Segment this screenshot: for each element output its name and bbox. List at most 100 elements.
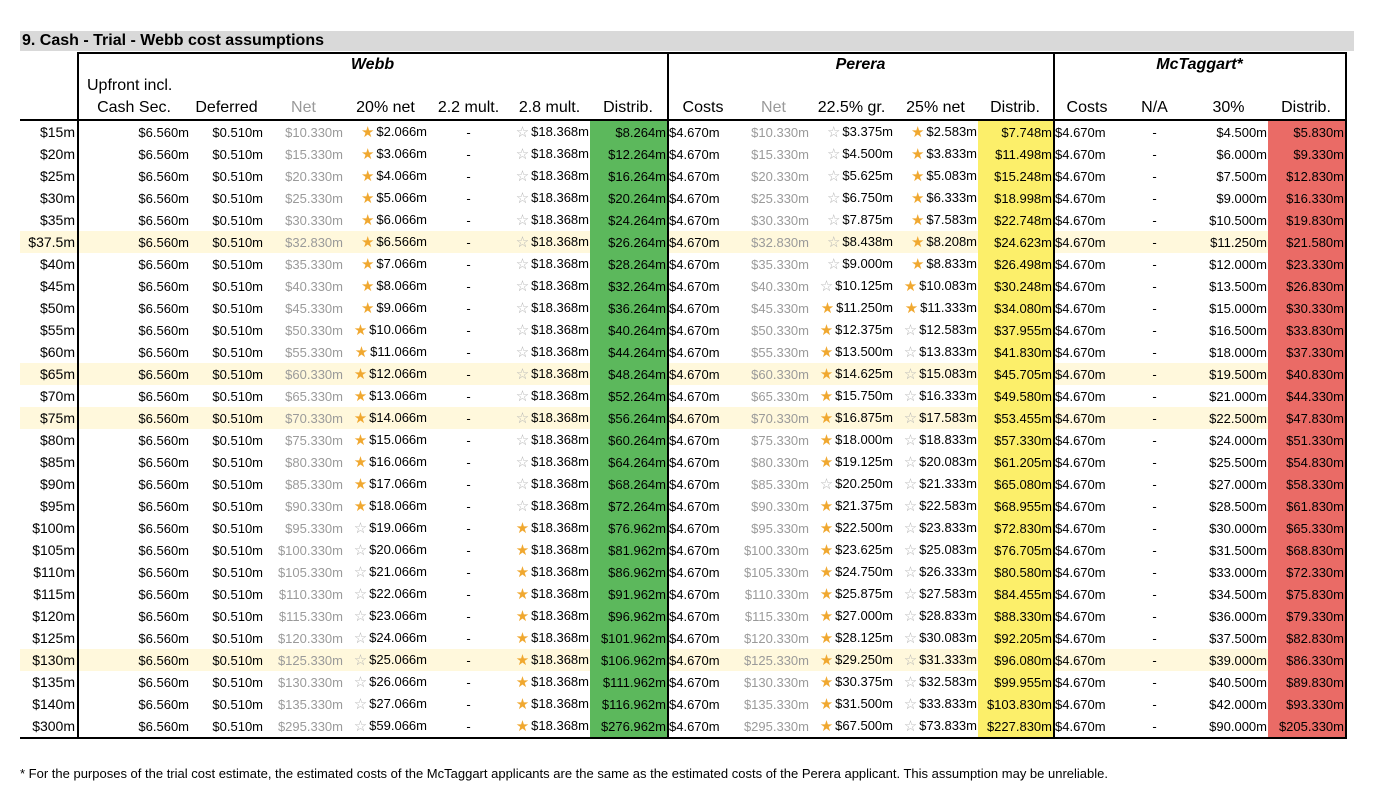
star-outline-icon: ☆ <box>903 498 918 515</box>
mult28-cell-value: $18.368m <box>531 520 589 535</box>
star-filled-icon: ★ <box>353 388 368 405</box>
mctaggart-distrib-cell: $89.830m <box>1268 671 1347 693</box>
perera-net25-cell: ☆ $25.083m <box>894 539 978 561</box>
cash-sec-cell: $6.560m <box>77 451 190 473</box>
webb-distrib-cell: $16.264m <box>590 165 669 187</box>
mctaggart-na-cell: - <box>1152 432 1157 448</box>
star-filled-icon: ★ <box>515 696 530 713</box>
mctaggart-distrib-cell: $205.330m <box>1268 715 1347 739</box>
perera-gr-cell-value: $25.875m <box>835 586 893 601</box>
header-deferred: Deferred <box>190 96 264 121</box>
perera-distrib-cell: $24.623m <box>978 231 1055 253</box>
perera-net-cell: $65.330m <box>751 388 809 404</box>
webb-distrib-cell: $36.264m <box>590 297 669 319</box>
star-outline-icon: ☆ <box>903 454 918 471</box>
deferred-cell: $0.510m <box>212 300 263 316</box>
perera-net25-cell-value: $28.833m <box>919 608 977 623</box>
group-header-perera: Perera <box>668 52 1055 75</box>
perera-costs-cell: $4.670m <box>669 454 720 470</box>
mctaggart-30-cell: $9.000m <box>1216 190 1267 206</box>
star-outline-icon: ☆ <box>515 454 530 471</box>
table-row: $35m $6.560m $0.510m $30.330m ★ $6.066m - ☆ $18.… <box>20 209 1347 231</box>
webb-distrib-cell: $116.962m <box>590 693 669 715</box>
perera-gr-cell: ☆ $4.500m <box>810 143 894 165</box>
star-filled-icon: ★ <box>819 652 834 669</box>
mctaggart-costs-cell: $4.670m <box>1055 630 1106 646</box>
star-filled-icon: ★ <box>819 388 834 405</box>
perera-costs-cell: $4.670m <box>669 674 720 690</box>
perera-net-cell: $130.330m <box>743 674 809 690</box>
cash-sec-cell: $6.560m <box>77 671 190 693</box>
mctaggart-distrib-cell: $23.330m <box>1268 253 1347 275</box>
net20-cell: ☆ $21.066m <box>344 561 428 583</box>
perera-costs-cell: $4.670m <box>668 407 738 429</box>
mctaggart-30-cell: $19.500m <box>1190 363 1268 385</box>
mctaggart-30-cell: $37.500m <box>1209 630 1267 646</box>
mctaggart-costs-cell: $4.670m <box>1055 344 1106 360</box>
mctaggart-30-cell: $13.500m <box>1209 278 1267 294</box>
mctaggart-30-cell: $11.250m <box>1190 231 1268 253</box>
star-filled-icon: ★ <box>819 564 834 581</box>
row-label: $15m <box>39 124 75 140</box>
mult28-cell-value: $18.368m <box>531 256 589 271</box>
mult28-cell-value: $18.368m <box>531 476 589 491</box>
mult28-cell: ☆ $18.368m <box>510 429 590 451</box>
perera-gr-cell-value: $16.875m <box>835 410 893 425</box>
net-cell: $50.330m <box>285 322 343 338</box>
perera-net25-cell-value: $10.083m <box>919 278 977 293</box>
cash-sec-cell: $6.560m <box>77 561 190 583</box>
mult28-cell-value: $18.368m <box>531 564 589 579</box>
star-filled-icon: ★ <box>360 234 375 251</box>
net20-cell-value: $2.066m <box>376 124 427 139</box>
star-outline-icon: ☆ <box>826 234 841 251</box>
mult28-cell: ★ $18.368m <box>510 693 590 715</box>
row-label: $40m <box>39 256 75 272</box>
star-outline-icon: ☆ <box>515 278 530 295</box>
deferred-cell: $0.510m <box>212 278 263 294</box>
mult28-cell: ☆ $18.368m <box>510 473 590 495</box>
perera-distrib-cell: $96.080m <box>978 649 1055 671</box>
mult22-cell: - <box>466 520 471 536</box>
mult22-cell: - <box>466 476 471 492</box>
perera-gr-cell-value: $22.500m <box>835 520 893 535</box>
row-label: $37.5m <box>20 231 78 253</box>
net20-cell-value: $6.566m <box>376 234 427 249</box>
deferred-cell: $0.510m <box>212 388 263 404</box>
star-outline-icon: ☆ <box>353 718 368 735</box>
deferred-cell: $0.510m <box>212 674 263 690</box>
net20-cell-value: $25.066m <box>369 652 427 667</box>
perera-distrib-cell: $99.955m <box>978 671 1055 693</box>
mult22-cell: - <box>466 542 471 558</box>
perera-net25-cell-value: $21.333m <box>919 476 977 491</box>
webb-distrib-cell: $72.264m <box>590 495 669 517</box>
deferred-cell: $0.510m <box>190 649 264 671</box>
header-25-net: 25% net <box>894 96 978 121</box>
perera-gr-cell: ★ $15.750m <box>810 385 894 407</box>
perera-net25-cell: ★ $8.833m <box>894 253 978 275</box>
star-filled-icon: ★ <box>819 586 834 603</box>
star-filled-icon: ★ <box>819 608 834 625</box>
cash-sec-cell: $6.560m <box>77 407 190 429</box>
mctaggart-costs-cell: $4.670m <box>1055 300 1106 316</box>
perera-gr-cell: ★ $28.125m <box>810 627 894 649</box>
header-net: Net <box>264 96 344 121</box>
perera-gr-cell-value: $6.750m <box>842 190 893 205</box>
deferred-cell: $0.510m <box>212 344 263 360</box>
net-cell: $125.330m <box>264 649 344 671</box>
star-outline-icon: ☆ <box>515 234 530 251</box>
star-filled-icon: ★ <box>819 696 834 713</box>
star-outline-icon: ☆ <box>826 168 841 185</box>
net-cell: $115.330m <box>278 608 343 624</box>
deferred-cell: $0.510m <box>212 212 263 228</box>
star-outline-icon: ☆ <box>515 146 530 163</box>
mctaggart-distrib-cell: $86.330m <box>1268 649 1347 671</box>
star-outline-icon: ☆ <box>903 344 918 361</box>
mctaggart-costs-cell: $4.670m <box>1054 407 1120 429</box>
perera-net25-cell-value: $16.333m <box>919 388 977 403</box>
perera-net25-cell: ☆ $30.083m <box>894 627 978 649</box>
star-outline-icon: ☆ <box>353 520 368 537</box>
perera-distrib-cell: $11.498m <box>978 143 1055 165</box>
webb-distrib-cell: $48.264m <box>590 363 669 385</box>
net20-cell: ☆ $26.066m <box>344 671 428 693</box>
webb-distrib-cell: $86.962m <box>590 561 669 583</box>
